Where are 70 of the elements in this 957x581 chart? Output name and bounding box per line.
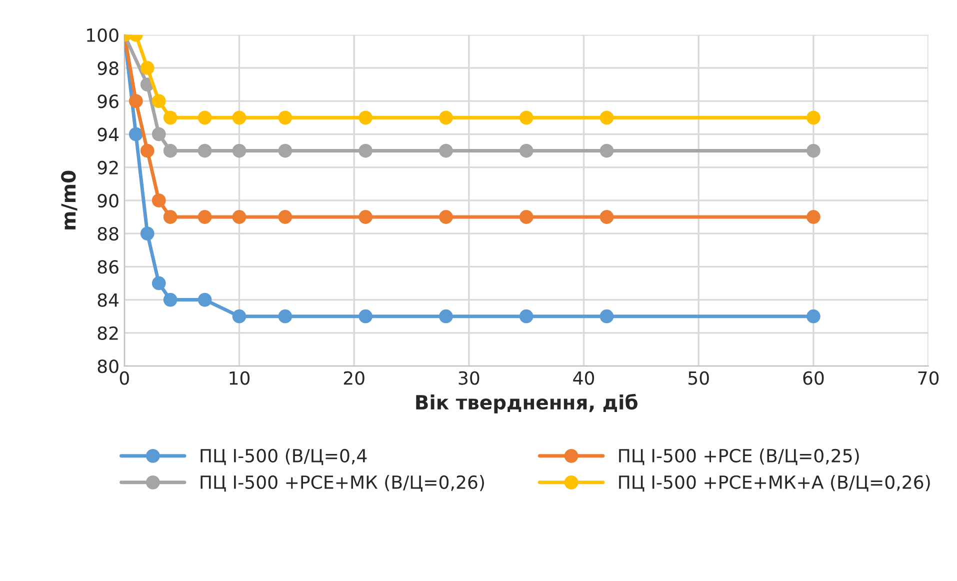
- point: [600, 309, 614, 324]
- point: [232, 144, 246, 158]
- point: [278, 144, 292, 158]
- x-tick-label: 30: [458, 371, 480, 385]
- point: [358, 309, 373, 324]
- x-tick-label: 60: [803, 371, 824, 385]
- legend-label: ПЦ І-500 +РСЕ (В/Ц=0,25): [619, 448, 859, 466]
- legend-label: ПЦ І-500 +РСЕ+МК (В/Ц=0,26): [200, 475, 484, 492]
- point: [152, 127, 166, 142]
- point: [198, 292, 212, 307]
- y-tick-label: 84: [98, 293, 119, 307]
- point: [519, 210, 534, 224]
- point: [600, 210, 614, 224]
- point: [140, 144, 154, 158]
- x-axis-title: Вік тверднення, діб: [416, 394, 638, 414]
- point: [358, 110, 373, 125]
- x-tick-label: 40: [573, 371, 594, 385]
- point: [806, 309, 820, 324]
- y-tick-label: 92: [98, 160, 118, 174]
- x-tick-label: 10: [230, 371, 250, 385]
- point: [600, 144, 614, 158]
- point: [198, 110, 212, 125]
- point: [163, 292, 178, 307]
- legend-label: ПЦ І-500 (В/Ц=0,4: [200, 448, 367, 466]
- y-tick-label: 100: [87, 28, 118, 42]
- y-tick-label: 98: [98, 61, 118, 76]
- point: [152, 194, 166, 208]
- x-tick-label: 0: [120, 371, 129, 385]
- point: [232, 110, 246, 125]
- y-axis-title: m/m0: [61, 170, 78, 230]
- point: [358, 210, 373, 224]
- point: [140, 226, 154, 241]
- y-tick-label: 82: [98, 326, 118, 340]
- point: [806, 110, 820, 125]
- point: [278, 210, 292, 224]
- point: [152, 94, 166, 108]
- y-tick-label: 96: [98, 94, 118, 108]
- point: [163, 144, 178, 158]
- point: [439, 110, 453, 125]
- point: [152, 276, 166, 290]
- point: [519, 110, 534, 125]
- y-tick-label: 80: [98, 359, 118, 374]
- point: [163, 110, 178, 125]
- point: [140, 61, 154, 75]
- x-tick-label: 50: [688, 371, 709, 385]
- point: [358, 144, 373, 158]
- point: [128, 127, 143, 142]
- y-tick-label: 88: [98, 227, 118, 241]
- point: [806, 144, 820, 158]
- legend-label: ПЦ І-500 +РСЕ+МК+А (В/Ц=0,26): [619, 475, 930, 492]
- y-tick-label: 86: [98, 260, 118, 274]
- point: [439, 144, 453, 158]
- point: [198, 144, 212, 158]
- point: [278, 309, 292, 324]
- point: [439, 210, 453, 224]
- point: [232, 210, 246, 224]
- point: [600, 110, 614, 125]
- point: [232, 309, 246, 324]
- point: [519, 144, 534, 158]
- point: [198, 210, 212, 224]
- y-tick-label: 94: [98, 128, 119, 142]
- y-tick-label: 90: [98, 194, 118, 208]
- point: [439, 309, 453, 324]
- point: [519, 309, 534, 324]
- point: [163, 210, 178, 224]
- point: [128, 94, 143, 108]
- point: [278, 110, 292, 125]
- x-tick-label: 20: [344, 371, 364, 385]
- x-tick-label: 70: [918, 371, 939, 385]
- point: [806, 210, 820, 224]
